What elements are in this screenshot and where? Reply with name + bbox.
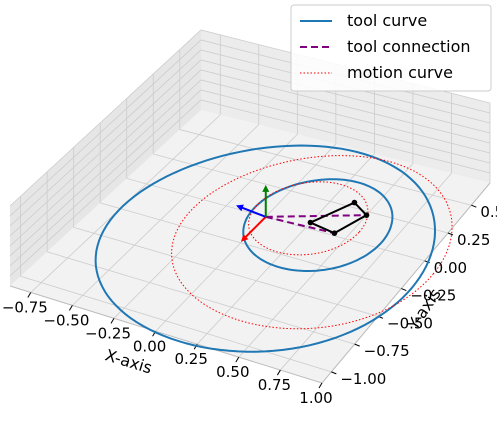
x-tick-label: 0.50 bbox=[216, 363, 249, 381]
x-tick-label: 0.25 bbox=[174, 350, 207, 368]
series-0-curve-0 bbox=[94, 144, 437, 353]
series-1-segment-1 bbox=[265, 214, 367, 218]
grid-line-x bbox=[113, 134, 298, 319]
linkage-node-0 bbox=[331, 230, 338, 236]
legend-label-2: motion curve bbox=[347, 63, 453, 82]
x-tick-mark bbox=[318, 382, 323, 389]
frame-axis-x-head bbox=[240, 234, 249, 242]
grid-line-z bbox=[9, 99, 491, 277]
grid-line-z bbox=[9, 69, 491, 247]
y-tick-label: −0.25 bbox=[410, 287, 456, 305]
series-2-curve-0 bbox=[171, 155, 453, 330]
grid-line-z bbox=[9, 79, 491, 257]
y-tick-label: 0.25 bbox=[457, 231, 490, 249]
y-tick-label: 0.50 bbox=[480, 203, 497, 221]
grid-line-z bbox=[9, 89, 491, 267]
x-tick-mark bbox=[235, 356, 240, 363]
grid-line-y bbox=[73, 226, 379, 317]
grid-line-y bbox=[100, 202, 402, 289]
y-tick-mark bbox=[471, 204, 477, 208]
x-tick-label: 0.75 bbox=[258, 376, 291, 394]
series-layer bbox=[94, 144, 453, 353]
y-tick-mark bbox=[447, 232, 454, 236]
legend-label-0: tool curve bbox=[347, 11, 427, 30]
series-0-curve-1 bbox=[242, 178, 394, 272]
frame-axis-z-head bbox=[262, 184, 270, 192]
x-tick-label: −0.75 bbox=[2, 298, 48, 316]
grid-line-y bbox=[126, 178, 425, 262]
legend-label-1: tool connection bbox=[347, 37, 471, 56]
frame-axis-y bbox=[239, 205, 267, 218]
y-tick-label: 0.00 bbox=[434, 259, 467, 277]
x-tick-mark bbox=[27, 292, 32, 298]
y-tick-mark bbox=[401, 288, 407, 292]
y-tick-label: −0.50 bbox=[387, 314, 433, 332]
x-tick-mark bbox=[68, 305, 73, 311]
grid-line-y bbox=[153, 153, 449, 234]
linkage-node-2 bbox=[351, 199, 358, 206]
y-tick-mark bbox=[331, 371, 337, 375]
x-tick-label: 1.00 bbox=[299, 389, 332, 407]
grid-line-x bbox=[280, 173, 452, 371]
series-1-segment-0 bbox=[265, 215, 335, 235]
grid-line-y bbox=[20, 275, 332, 373]
grid-line-z bbox=[9, 59, 491, 237]
frame-axis-x bbox=[243, 216, 267, 240]
x-tick-label: 0.00 bbox=[133, 337, 166, 355]
x-tick-mark bbox=[276, 369, 281, 376]
y-tick-label: −0.75 bbox=[364, 342, 410, 360]
x-tick-label: −0.50 bbox=[43, 311, 89, 329]
linkage-node-1 bbox=[363, 212, 370, 218]
grid-line-y bbox=[47, 251, 355, 345]
frame-axis-y-head bbox=[236, 204, 244, 212]
floor-pane bbox=[10, 110, 490, 383]
x-tick-mark bbox=[110, 318, 115, 324]
x-tick-label: −0.25 bbox=[85, 324, 131, 342]
linkage-node-3 bbox=[307, 219, 314, 226]
legend-box bbox=[290, 4, 492, 92]
y-tick-label: −1.00 bbox=[340, 370, 386, 388]
grid-line-z bbox=[9, 49, 491, 227]
legend: tool curve tool connection motion curve bbox=[290, 4, 492, 92]
y-tick-mark bbox=[354, 343, 360, 347]
